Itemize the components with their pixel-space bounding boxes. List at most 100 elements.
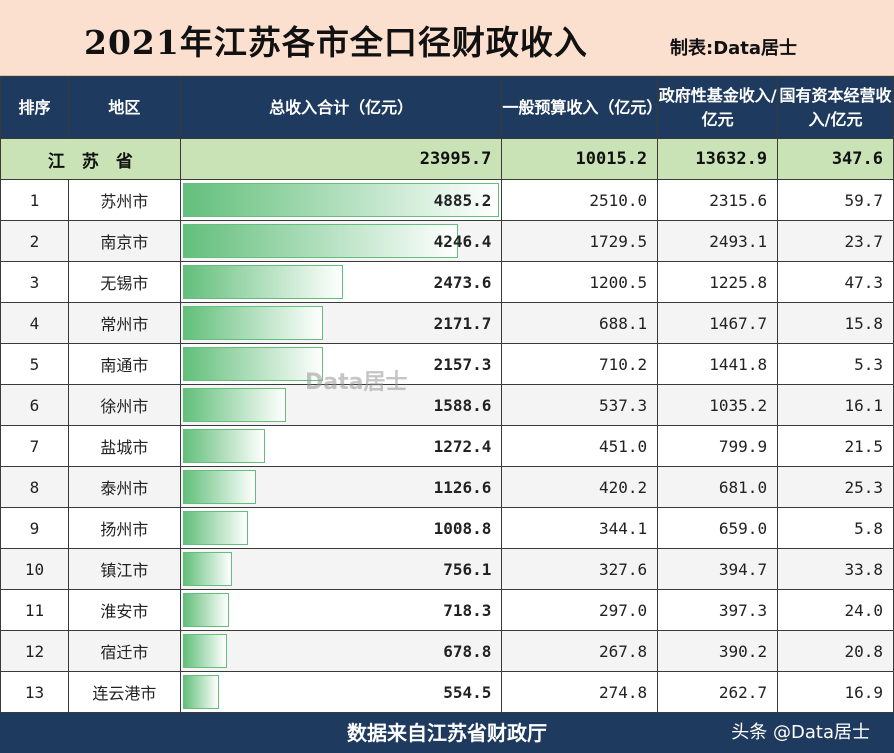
fund-cell: 390.2 — [657, 630, 779, 672]
fund-cell: 1035.2 — [657, 384, 779, 426]
fund-cell: 262.7 — [657, 671, 779, 713]
total-bar — [182, 224, 458, 258]
fund-cell: 659.0 — [657, 507, 779, 549]
revenue-table: 排序 地区 总收入合计（亿元） 一般预算收入（亿元） 政府性基金收入/亿元 国有… — [0, 76, 894, 713]
total-value: 2473.6 — [433, 272, 492, 292]
state-cell: 47.3 — [777, 261, 894, 303]
city-cell: 镇江市 — [67, 548, 181, 590]
rank-cell: 7 — [0, 425, 69, 467]
state-cell: 16.9 — [777, 671, 894, 713]
total-bar-cell: 2171.7 — [179, 302, 503, 344]
fund-cell: 2315.6 — [657, 179, 779, 221]
general-cell: 537.3 — [501, 384, 659, 426]
total-value: 718.3 — [443, 600, 492, 620]
total-value: 678.8 — [443, 641, 492, 661]
total-bar — [182, 593, 229, 627]
city-cell: 淮安市 — [67, 589, 181, 631]
city-cell: 宿迁市 — [67, 630, 181, 672]
table-row: 13 连云港市 554.5 274.8 262.7 16.9 — [0, 671, 894, 713]
total-bar — [182, 470, 256, 504]
table-row: 8 泰州市 1126.6 420.2 681.0 25.3 — [0, 466, 894, 508]
total-bar — [182, 634, 227, 668]
city-cell: 盐城市 — [67, 425, 181, 467]
table-row: 5 南通市 2157.3 710.2 1441.8 5.3 — [0, 343, 894, 385]
state-cell: 20.8 — [777, 630, 894, 672]
province-state: 347.6 — [777, 138, 894, 180]
general-cell: 267.8 — [501, 630, 659, 672]
total-bar-cell: 1008.8 — [179, 507, 503, 549]
table-row: 4 常州市 2171.7 688.1 1467.7 15.8 — [0, 302, 894, 344]
general-cell: 451.0 — [501, 425, 659, 467]
header-row: 排序 地区 总收入合计（亿元） 一般预算收入（亿元） 政府性基金收入/亿元 国有… — [0, 76, 894, 139]
total-bar-cell: 2157.3 — [179, 343, 503, 385]
state-cell: 5.8 — [777, 507, 894, 549]
general-cell: 420.2 — [501, 466, 659, 508]
province-total: 23995.7 — [179, 138, 503, 180]
fund-cell: 681.0 — [657, 466, 779, 508]
rank-cell: 4 — [0, 302, 69, 344]
province-row: 江 苏 省 23995.7 10015.2 13632.9 347.6 — [0, 138, 894, 180]
state-cell: 33.8 — [777, 548, 894, 590]
footer: 数据来自江苏省财政厅 头条 @Data居士 — [0, 713, 894, 753]
table-row: 12 宿迁市 678.8 267.8 390.2 20.8 — [0, 630, 894, 672]
total-bar — [182, 347, 323, 381]
total-value: 4885.2 — [433, 190, 492, 210]
general-cell: 1729.5 — [501, 220, 659, 262]
city-cell: 苏州市 — [67, 179, 181, 221]
total-bar — [182, 306, 323, 340]
city-cell: 常州市 — [67, 302, 181, 344]
general-cell: 688.1 — [501, 302, 659, 344]
rank-cell: 8 — [0, 466, 69, 508]
fund-cell: 1467.7 — [657, 302, 779, 344]
title-bar: 2021年江苏各市全口径财政收入 制表:Data居士 — [0, 0, 894, 76]
state-cell: 23.7 — [777, 220, 894, 262]
total-value: 1126.6 — [433, 477, 492, 497]
total-value: 2157.3 — [433, 354, 492, 374]
table-row: 3 无锡市 2473.6 1200.5 1225.8 47.3 — [0, 261, 894, 303]
state-cell: 25.3 — [777, 466, 894, 508]
table-row: 7 盐城市 1272.4 451.0 799.9 21.5 — [0, 425, 894, 467]
general-cell: 297.0 — [501, 589, 659, 631]
fund-cell: 1225.8 — [657, 261, 779, 303]
total-value: 2171.7 — [433, 313, 492, 333]
total-bar-cell: 756.1 — [179, 548, 503, 590]
rank-cell: 5 — [0, 343, 69, 385]
total-bar — [182, 265, 343, 299]
table-row: 10 镇江市 756.1 327.6 394.7 33.8 — [0, 548, 894, 590]
total-value: 1272.4 — [433, 436, 492, 456]
rank-cell: 9 — [0, 507, 69, 549]
total-bar — [182, 675, 219, 709]
source-note: 数据来自江苏省财政厅 — [347, 721, 547, 745]
total-value: 756.1 — [443, 559, 492, 579]
fund-cell: 2493.1 — [657, 220, 779, 262]
total-bar-cell: 4246.4 — [179, 220, 503, 262]
state-cell: 15.8 — [777, 302, 894, 344]
fund-cell: 1441.8 — [657, 343, 779, 385]
city-cell: 泰州市 — [67, 466, 181, 508]
table-row: 2 南京市 4246.4 1729.5 2493.1 23.7 — [0, 220, 894, 262]
state-cell: 5.3 — [777, 343, 894, 385]
rank-cell: 2 — [0, 220, 69, 262]
city-cell: 扬州市 — [67, 507, 181, 549]
city-cell: 无锡市 — [67, 261, 181, 303]
header-region: 地区 — [67, 76, 181, 139]
rank-cell: 11 — [0, 589, 69, 631]
total-value: 4246.4 — [433, 231, 492, 251]
platform-credit: 头条 @Data居士 — [731, 722, 870, 743]
city-cell: 南京市 — [67, 220, 181, 262]
table-row: 11 淮安市 718.3 297.0 397.3 24.0 — [0, 589, 894, 631]
header-fund: 政府性基金收入/亿元 — [657, 76, 779, 139]
watermark: Data居士 — [305, 370, 408, 395]
state-cell: 21.5 — [777, 425, 894, 467]
total-value: 1588.6 — [433, 395, 492, 415]
general-cell: 344.1 — [501, 507, 659, 549]
rank-cell: 13 — [0, 671, 69, 713]
fund-cell: 397.3 — [657, 589, 779, 631]
general-cell: 2510.0 — [501, 179, 659, 221]
city-cell: 徐州市 — [67, 384, 181, 426]
total-bar-cell: 678.8 — [179, 630, 503, 672]
state-cell: 59.7 — [777, 179, 894, 221]
total-bar — [182, 511, 248, 545]
general-cell: 274.8 — [501, 671, 659, 713]
rank-cell: 1 — [0, 179, 69, 221]
